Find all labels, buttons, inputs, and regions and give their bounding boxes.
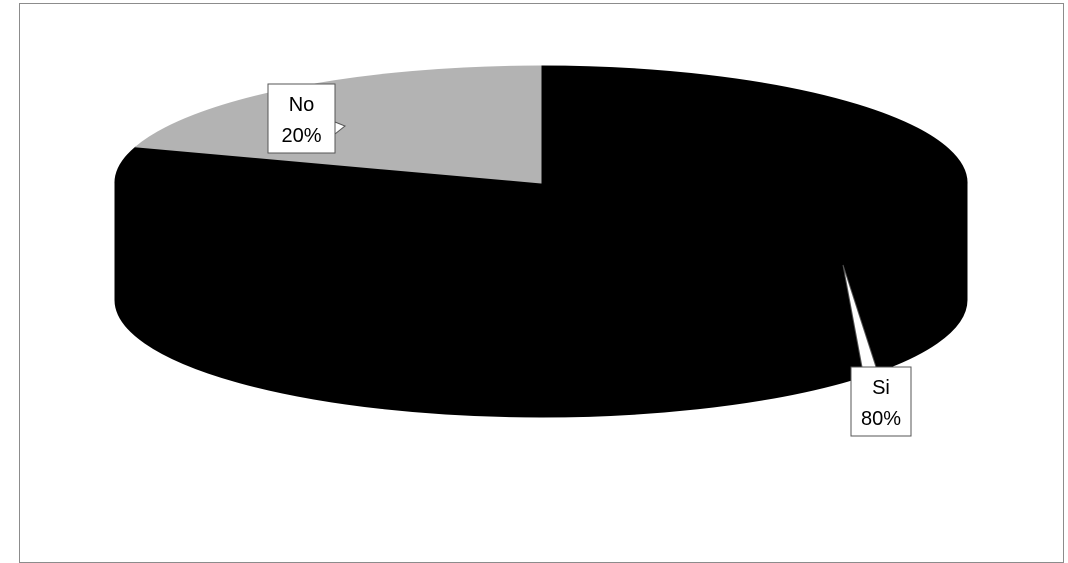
data-label-box-no: [267, 83, 336, 154]
data-label-category-si: Si: [872, 377, 890, 399]
data-label-pointer-no: [334, 121, 346, 136]
data-label-si: Si 80%: [842, 264, 912, 437]
pie-top-surface: [114, 65, 968, 301]
data-label-box-si: [850, 366, 912, 437]
data-label-percent-si: 80%: [861, 408, 901, 430]
data-label-pointer-si: [842, 264, 877, 368]
data-label-category-no: No: [289, 94, 315, 116]
pie-callouts: Si 80% No 20%: [267, 83, 912, 437]
data-label-no: No 20%: [267, 83, 346, 154]
data-label-percent-no: 20%: [281, 125, 321, 147]
